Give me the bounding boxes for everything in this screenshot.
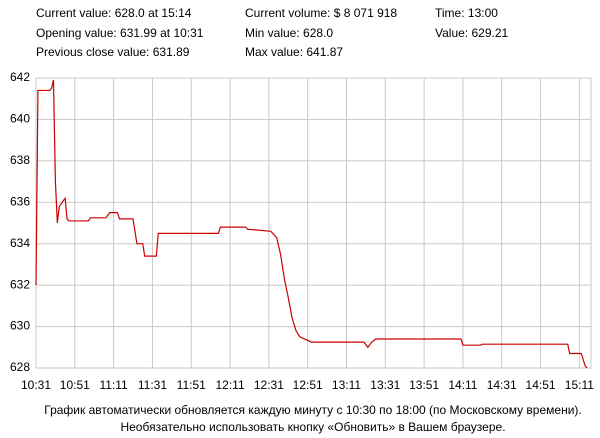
header-text: Time: 13:00: [435, 6, 498, 20]
x-tick-label: 15:11: [565, 378, 594, 392]
footer-text: График автоматически обновляется каждую …: [44, 403, 582, 417]
y-tick-label: 634: [10, 236, 30, 250]
header-text: Value: 629.21: [435, 26, 508, 40]
footer-text: Необязательно использовать кнопку «Обнов…: [120, 420, 505, 434]
x-tick-label: 11:11: [99, 378, 128, 392]
y-tick-label: 640: [10, 112, 30, 126]
y-tick-label: 636: [10, 194, 30, 208]
header-text: Opening value: 631.99 at 10:31: [36, 26, 204, 40]
header-text: Max value: 641.87: [245, 45, 343, 59]
x-tick-label: 10:51: [60, 378, 90, 392]
x-tick-label: 11:31: [138, 378, 167, 392]
y-tick-label: 642: [10, 70, 30, 84]
x-tick-label: 11:51: [177, 378, 206, 392]
y-tick-label: 630: [10, 319, 30, 333]
x-tick-label: 14:51: [526, 378, 556, 392]
y-tick-label: 632: [10, 277, 30, 291]
y-tick-label: 628: [10, 360, 30, 374]
header-text: Min value: 628.0: [245, 26, 333, 40]
data-line: [35, 79, 588, 369]
x-tick-label: 10:31: [21, 378, 51, 392]
x-tick-label: 14:11: [448, 378, 477, 392]
x-tick-label: 13:11: [332, 378, 361, 392]
x-tick-label: 14:31: [487, 378, 517, 392]
x-tick-label: 12:31: [254, 378, 284, 392]
x-tick-label: 13:31: [370, 378, 400, 392]
x-tick-label: 13:51: [409, 378, 439, 392]
header-text: Current value: 628.0 at 15:14: [36, 6, 192, 20]
header-text: Previous close value: 631.89: [36, 45, 190, 59]
x-tick-label: 12:11: [215, 378, 244, 392]
plot-area: [35, 77, 592, 369]
header-text: Current volume: $ 8 071 918: [245, 6, 397, 20]
y-tick-label: 638: [10, 153, 30, 167]
x-tick-label: 12:51: [293, 378, 323, 392]
